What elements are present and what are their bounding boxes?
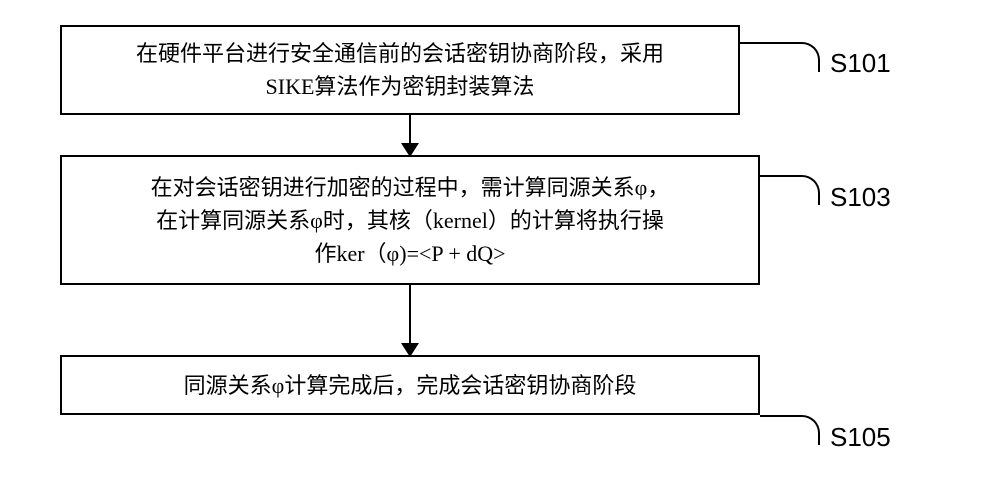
- node-2-line-1: 在对会话密钥进行加密的过程中，需计算同源关系φ，: [151, 171, 670, 204]
- node-3-line-1: 同源关系φ计算完成后，完成会话密钥协商阶段: [184, 369, 637, 402]
- label-connector-1: [740, 42, 820, 72]
- flowchart-node-1: 在硬件平台进行安全通信前的会话密钥协商阶段，采用 SIKE算法作为密钥封装算法: [60, 25, 740, 115]
- arrow-1: [409, 115, 411, 155]
- arrow-2: [409, 285, 411, 355]
- flowchart-node-3: 同源关系φ计算完成后，完成会话密钥协商阶段: [60, 355, 760, 415]
- flowchart-node-2: 在对会话密钥进行加密的过程中，需计算同源关系φ， 在计算同源关系φ时，其核（ke…: [60, 155, 760, 285]
- arrow-2-container: [60, 285, 760, 355]
- node-2-line-3: 作ker（φ)=<P + dQ>: [314, 237, 505, 270]
- step-label-1: S101: [830, 48, 891, 79]
- arrow-1-container: [60, 115, 760, 155]
- node-2-line-2: 在计算同源关系φ时，其核（kernel）的计算将执行操: [156, 204, 664, 237]
- node-1-line-1: 在硬件平台进行安全通信前的会话密钥协商阶段，采用: [136, 37, 664, 70]
- step-label-2: S103: [830, 182, 891, 213]
- step-label-3: S105: [830, 422, 891, 453]
- node-1-line-2: SIKE算法作为密钥封装算法: [266, 70, 535, 103]
- label-connector-3: [760, 415, 820, 445]
- label-connector-2: [760, 175, 820, 205]
- flowchart-container: 在硬件平台进行安全通信前的会话密钥协商阶段，采用 SIKE算法作为密钥封装算法 …: [60, 25, 760, 415]
